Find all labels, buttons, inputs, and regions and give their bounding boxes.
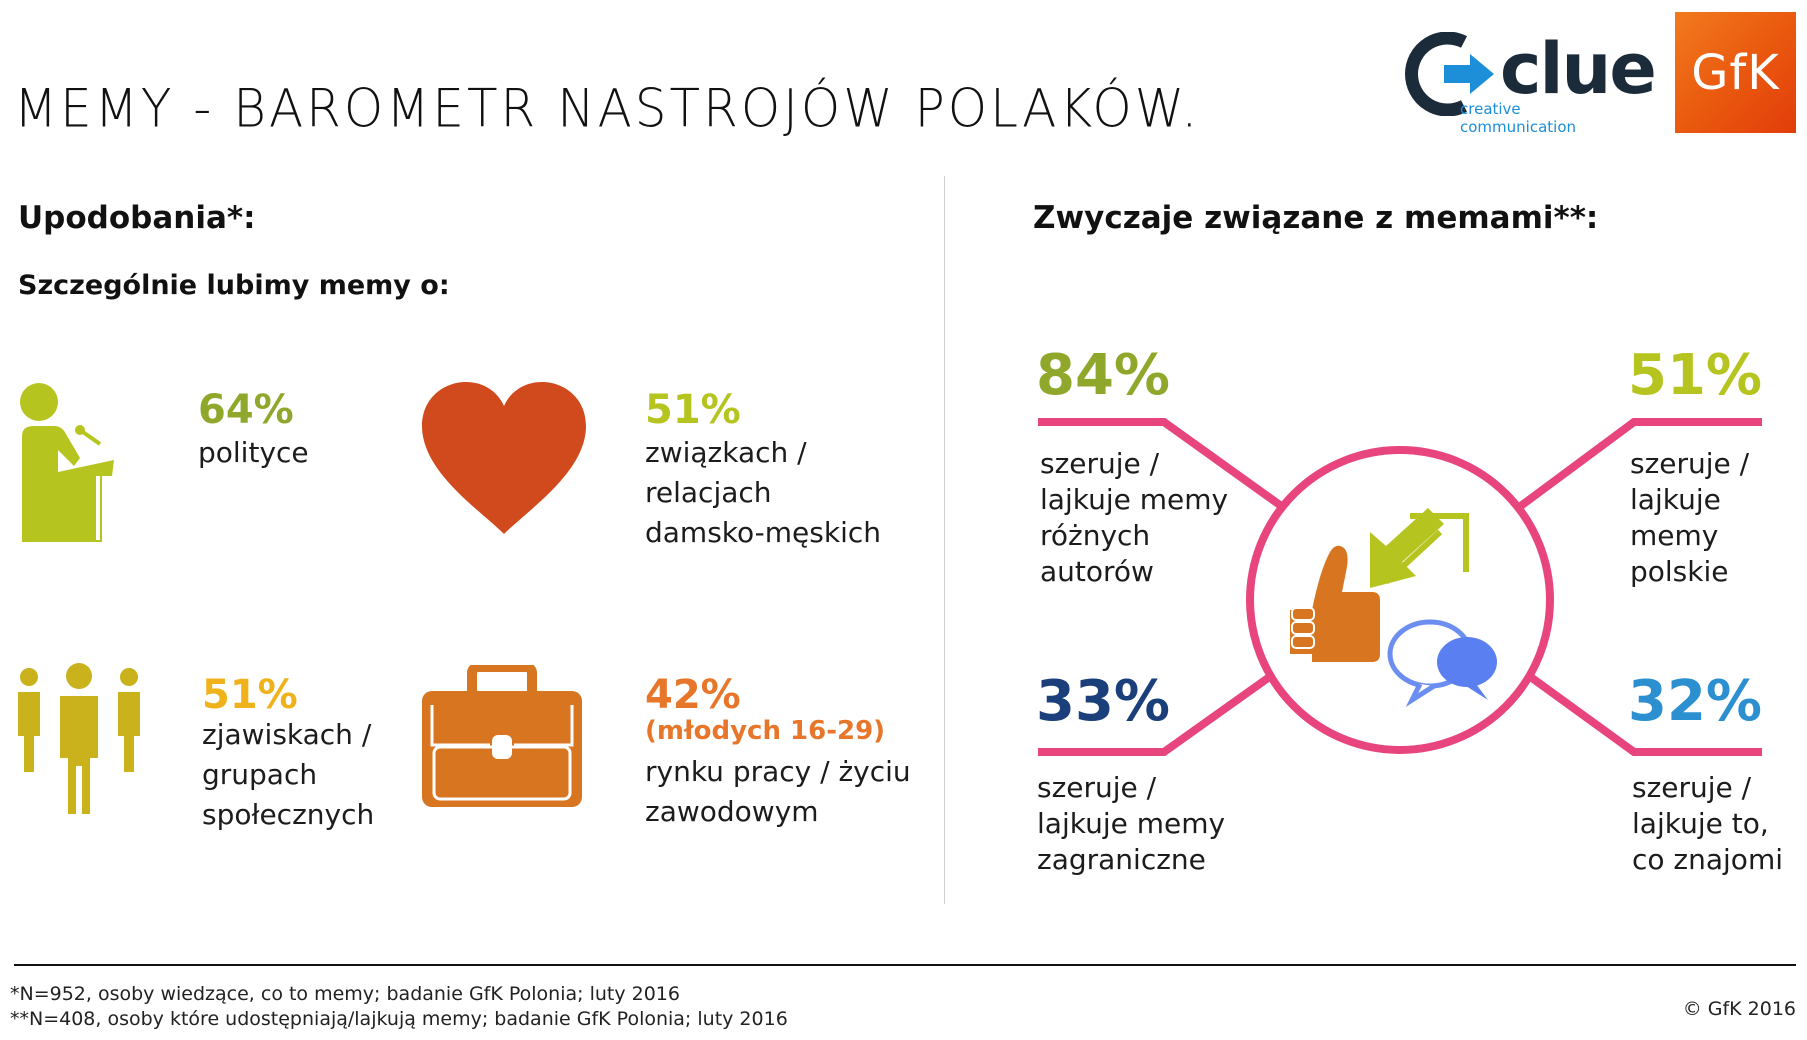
work-percent: 42% xyxy=(645,672,741,718)
clue-tagline: creative communication xyxy=(1460,100,1577,136)
relationships-label: związkach / relacjach damsko-męskich xyxy=(645,436,881,549)
page-title: MEMY - BAROMETR NASTROJÓW POLAKÓW. xyxy=(14,78,1201,139)
work-label: rynku pracy / życiu zawodowym xyxy=(645,755,911,828)
gfk-logo: GfK xyxy=(1675,12,1796,133)
vertical-divider xyxy=(944,176,945,904)
foreign-memes-label: szeruje / lajkuje memy zagraniczne xyxy=(1037,771,1226,876)
chat-bubbles-icon xyxy=(1387,619,1497,707)
polish-memes-label: szeruje / lajkuje memy polskie xyxy=(1630,447,1750,588)
footnote-1: *N=952, osoby wiedzące, co to memy; bada… xyxy=(10,983,680,1005)
footnote-2: **N=408, osoby które udostępniają/lajkuj… xyxy=(10,1008,788,1030)
group-people-icon xyxy=(18,663,140,814)
connector-top-right xyxy=(1515,418,1762,512)
clue-name: clue xyxy=(1500,28,1657,110)
connector-bottom-right xyxy=(1529,674,1762,756)
politics-label: polityce xyxy=(198,436,309,469)
left-heading: Upodobania*: xyxy=(18,200,256,236)
habits-diagram xyxy=(1038,418,1762,756)
various-authors-label: szeruje / lajkuje memy różnych autorów xyxy=(1040,447,1229,588)
speaker-podium-icon xyxy=(20,383,114,542)
heart-icon xyxy=(422,382,586,534)
footer-divider xyxy=(14,964,1796,966)
friends-percent: 32% xyxy=(1628,669,1763,734)
right-heading: Zwyczaje związane z memami**: xyxy=(1033,200,1599,236)
polish-memes-percent: 51% xyxy=(1628,343,1763,408)
connector-bottom-left xyxy=(1038,674,1271,756)
politics-percent: 64% xyxy=(198,387,294,433)
share-arrows-icon xyxy=(1370,508,1469,588)
gfk-logo-text: GfK xyxy=(1691,44,1780,101)
friends-label: szeruje / lajkuje to, co znajomi xyxy=(1632,771,1783,876)
briefcase-icon xyxy=(422,665,582,807)
social-groups-label: zjawiskach / grupach społecznych xyxy=(202,718,375,831)
various-authors-percent: 84% xyxy=(1036,343,1171,408)
relationships-percent: 51% xyxy=(645,387,741,433)
foreign-memes-percent: 33% xyxy=(1036,669,1171,734)
social-groups-percent: 51% xyxy=(202,672,298,718)
clue-logo: clue creative communication xyxy=(1404,30,1657,136)
left-subheading: Szczególnie lubimy memy o: xyxy=(18,270,450,301)
copyright: © GfK 2016 xyxy=(1682,998,1796,1020)
central-circle xyxy=(1246,446,1554,754)
clue-arrow-icon xyxy=(1405,32,1494,116)
thumbs-up-icon xyxy=(1290,545,1380,662)
work-note: (młodych 16-29) xyxy=(645,716,886,746)
connector-top-left xyxy=(1038,418,1287,512)
